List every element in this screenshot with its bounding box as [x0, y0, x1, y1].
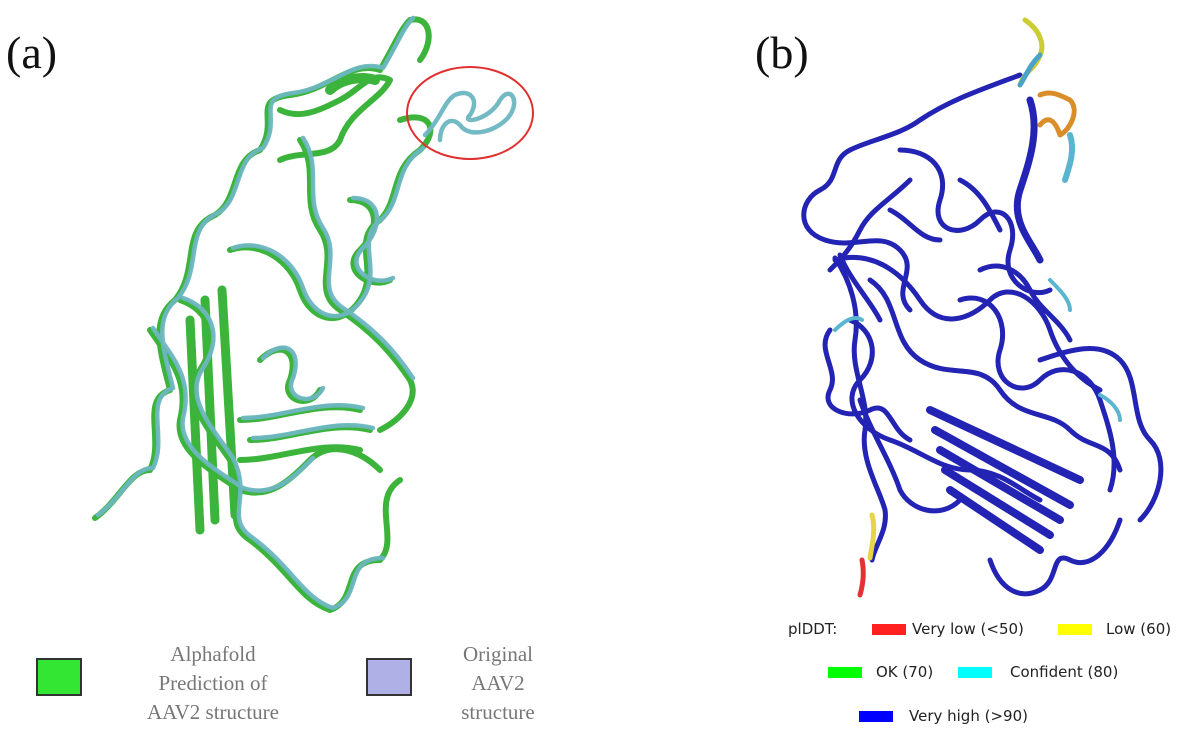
- panel-a: (a): [6, 15, 566, 730]
- plddt-label-low: Low (60): [1106, 620, 1172, 638]
- plddt-colored-structure-image: [801, 17, 1164, 598]
- legend-prediction-swatch: [36, 658, 82, 696]
- highlight-circle: [406, 66, 534, 160]
- plddt-swatch-low: [1058, 624, 1092, 635]
- legend-prediction: Alphafold Prediction of AAV2 structure: [36, 640, 296, 730]
- aav2-structure-overlay-image: [92, 15, 534, 613]
- panel-a-label: (a): [6, 27, 58, 78]
- legend-prediction-line-3: AAV2 structure: [146, 700, 279, 724]
- plddt-label-confident: Confident (80): [1010, 663, 1119, 681]
- plddt-swatch-confident: [958, 667, 992, 678]
- legend-original: Original AAV2 structure: [366, 640, 566, 730]
- legend-original-line-3: structure: [461, 700, 535, 724]
- plddt-legend-title: plDDT:: [788, 620, 838, 638]
- panel-b-label: (b): [755, 27, 809, 78]
- plddt-swatch-very-low: [872, 624, 906, 635]
- legend-original-swatch: [366, 658, 412, 696]
- legend-original-line-2: AAV2: [471, 671, 525, 695]
- plddt-label-very-low: Very low (<50): [912, 620, 1024, 638]
- plddt-label-very-high: Very high (>90): [909, 707, 1028, 725]
- panel-b: (b): [600, 0, 1200, 731]
- legend-original-line-1: Original: [463, 642, 533, 666]
- plddt-swatch-ok: [828, 667, 862, 678]
- plddt-swatch-very-high: [859, 711, 893, 722]
- plddt-label-ok: OK (70): [876, 663, 934, 681]
- legend-prediction-line-2: Prediction of: [158, 671, 268, 695]
- legend-prediction-line-1: Alphafold: [170, 642, 256, 666]
